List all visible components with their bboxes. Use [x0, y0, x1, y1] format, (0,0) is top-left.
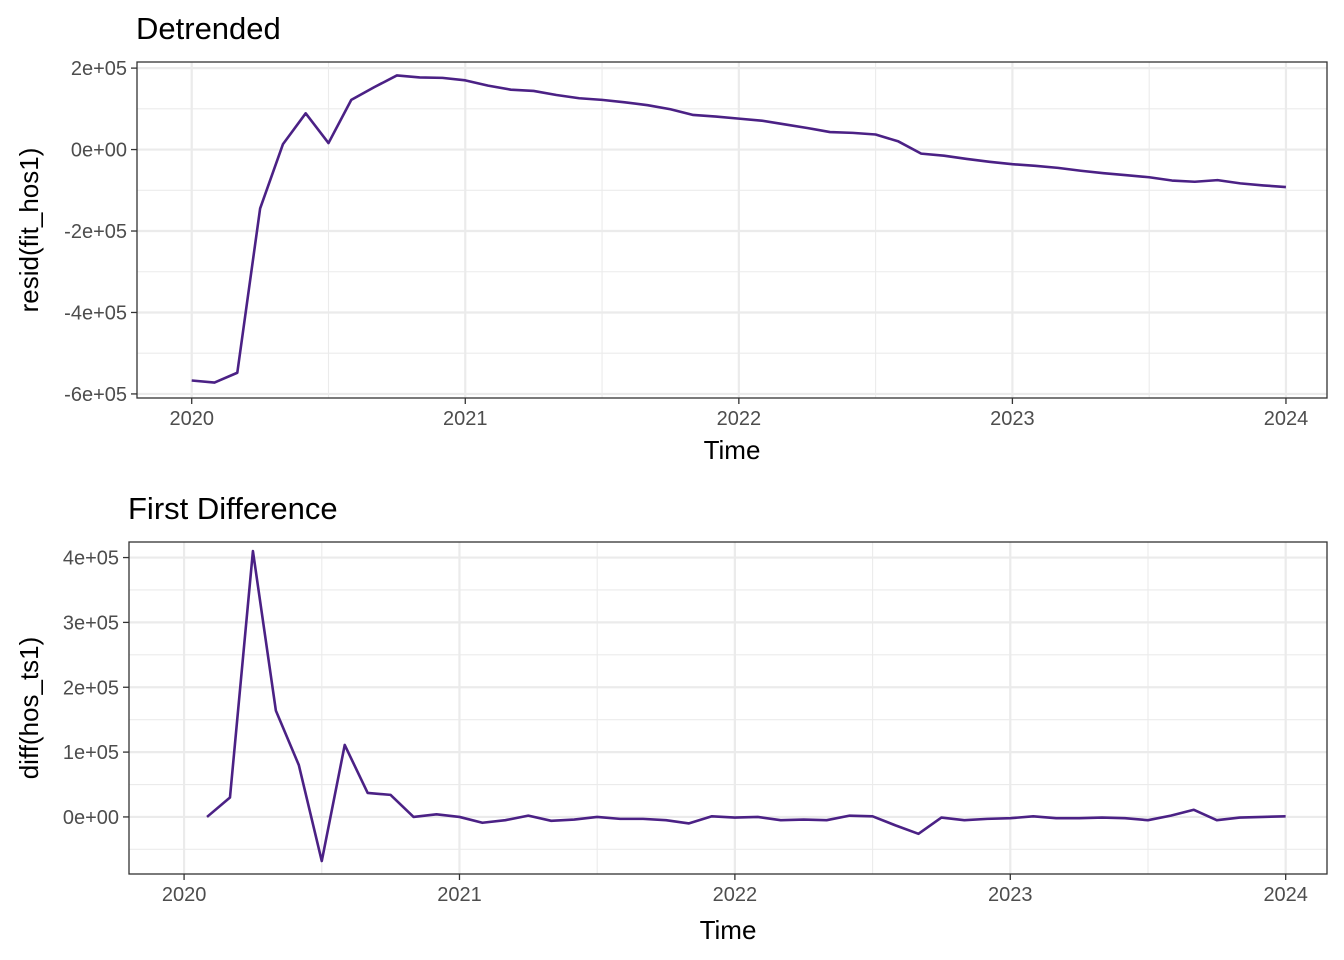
x-tick-label: 2023 [988, 884, 1033, 906]
y-tick-label: 2e+05 [63, 677, 119, 699]
major-gridlines [137, 62, 1327, 398]
x-axis-title: Time [700, 915, 757, 945]
x-axis-title: Time [704, 435, 761, 465]
x-tick-label: 2021 [443, 408, 488, 430]
chart-title: First Difference [128, 491, 338, 526]
y-axis-title: diff(hos_ts1) [14, 637, 44, 780]
x-tick-label: 2022 [717, 408, 762, 430]
series-lines [206, 549, 1286, 863]
chart-first-difference: First Difference 2020 2021 2022 2023 2024 0e+… [14, 491, 1328, 945]
tick-labels: 2020 2021 2022 2023 2024 -6e+05 -4e+05 -2e+05 0e… [64, 58, 1308, 430]
y-axis-title: resid(fit_hos1) [14, 148, 44, 313]
y-tick-label: -4e+05 [64, 302, 127, 324]
tick-marks [131, 67, 1287, 404]
x-tick-label: 2021 [437, 884, 482, 906]
y-tick-label: 0e+00 [71, 140, 127, 162]
major-gridlines [129, 542, 1327, 874]
x-tick-label: 2020 [162, 884, 207, 906]
x-tick-label: 2020 [169, 408, 214, 430]
series-line [191, 74, 1287, 384]
y-tick-label: 4e+05 [63, 548, 119, 570]
y-tick-label: -6e+05 [64, 384, 127, 406]
y-tick-label: -2e+05 [64, 221, 127, 243]
tick-labels: 2020 2021 2022 2023 2024 0e+00 1e+05 2e+05 3e+05… [63, 548, 1308, 906]
tick-marks [123, 556, 1287, 880]
chart-title: Detrended [136, 11, 281, 46]
y-tick-label: 1e+05 [63, 742, 119, 764]
series-line [206, 549, 1286, 863]
series-lines [191, 74, 1287, 384]
x-tick-label: 2023 [990, 408, 1035, 430]
x-tick-label: 2024 [1263, 884, 1308, 906]
plot-panel-background [129, 542, 1327, 874]
x-tick-label: 2022 [713, 884, 758, 906]
y-tick-label: 0e+00 [63, 807, 119, 829]
y-tick-label: 3e+05 [63, 612, 119, 634]
x-tick-label: 2024 [1264, 408, 1309, 430]
plot-panel-border [136, 61, 1328, 399]
plot-panel-border [128, 541, 1328, 875]
y-tick-label: 2e+05 [71, 58, 127, 80]
chart-detrended: Detrended 2020 2021 2022 2023 2024 -6e+05 -4e+… [14, 11, 1328, 465]
minor-gridlines [129, 542, 1327, 874]
